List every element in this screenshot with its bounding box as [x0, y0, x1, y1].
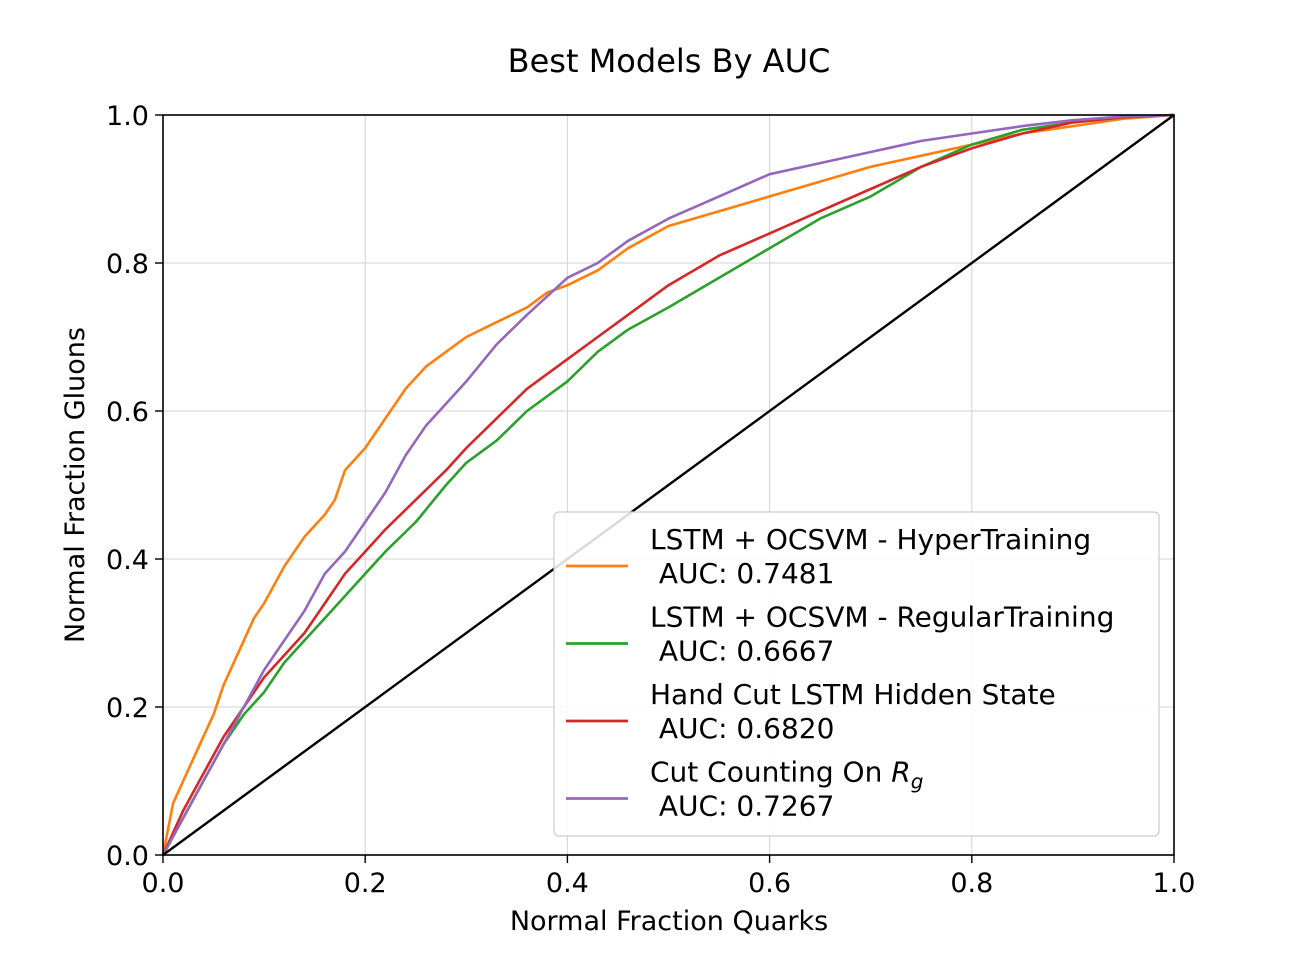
legend-label-sub: g — [911, 770, 924, 794]
x-tick-label: 0.8 — [950, 868, 993, 899]
y-tick-label: 1.0 — [106, 101, 149, 132]
legend-label-var: R — [891, 756, 910, 789]
y-tick-label: 0.2 — [106, 693, 149, 724]
legend-label-2: Hand Cut LSTM Hidden State — [650, 678, 1056, 711]
legend-box — [553, 511, 1160, 837]
legend-label-1: LSTM + OCSVM - RegularTraining — [650, 601, 1114, 634]
diagonal-reference-line — [162, 114, 1175, 856]
legend-auc-2: AUC: 0.6820 — [650, 712, 834, 745]
legend-label-prefix: Cut Counting On — [650, 756, 891, 789]
series-line-0 — [161, 113, 1175, 856]
x-tick-label: 1.0 — [1153, 868, 1196, 899]
y-tick-label: 0.4 — [106, 545, 149, 576]
y-axis-label: Normal Fraction Gluons — [60, 327, 91, 643]
ticks: 0.0 0.2 0.4 0.6 0.8 1.0 0.0 0.2 0.4 0.6 0.8 1.0 — [106, 101, 1195, 899]
chart-title: Best Models By AUC — [508, 42, 831, 80]
legend-auc-3: AUC: 0.7267 — [650, 790, 834, 823]
x-tick-label: 0.2 — [344, 868, 387, 899]
series-layer — [161, 113, 1175, 856]
y-tick-label: 0.8 — [106, 249, 149, 280]
legend-auc-1: AUC: 0.6667 — [650, 635, 834, 668]
series-line-2 — [161, 113, 1175, 856]
y-tick-label: 0.0 — [106, 841, 149, 872]
x-tick-label: 0.6 — [748, 868, 791, 899]
x-tick-label: 0.4 — [546, 868, 589, 899]
y-tick-label: 0.6 — [106, 397, 149, 428]
x-axis-label: Normal Fraction Quarks — [510, 906, 828, 937]
legend-label-3: Cut Counting On Rg — [650, 756, 923, 794]
legend-label-0: LSTM + OCSVM - HyperTraining — [650, 523, 1091, 556]
legend: LSTM + OCSVM - HyperTraining AUC: 0.7481… — [553, 511, 1160, 837]
series-line-3 — [161, 113, 1175, 856]
x-tick-label: 0.0 — [142, 868, 185, 899]
plot-frame — [162, 114, 1175, 856]
legend-auc-0: AUC: 0.7481 — [650, 557, 834, 590]
